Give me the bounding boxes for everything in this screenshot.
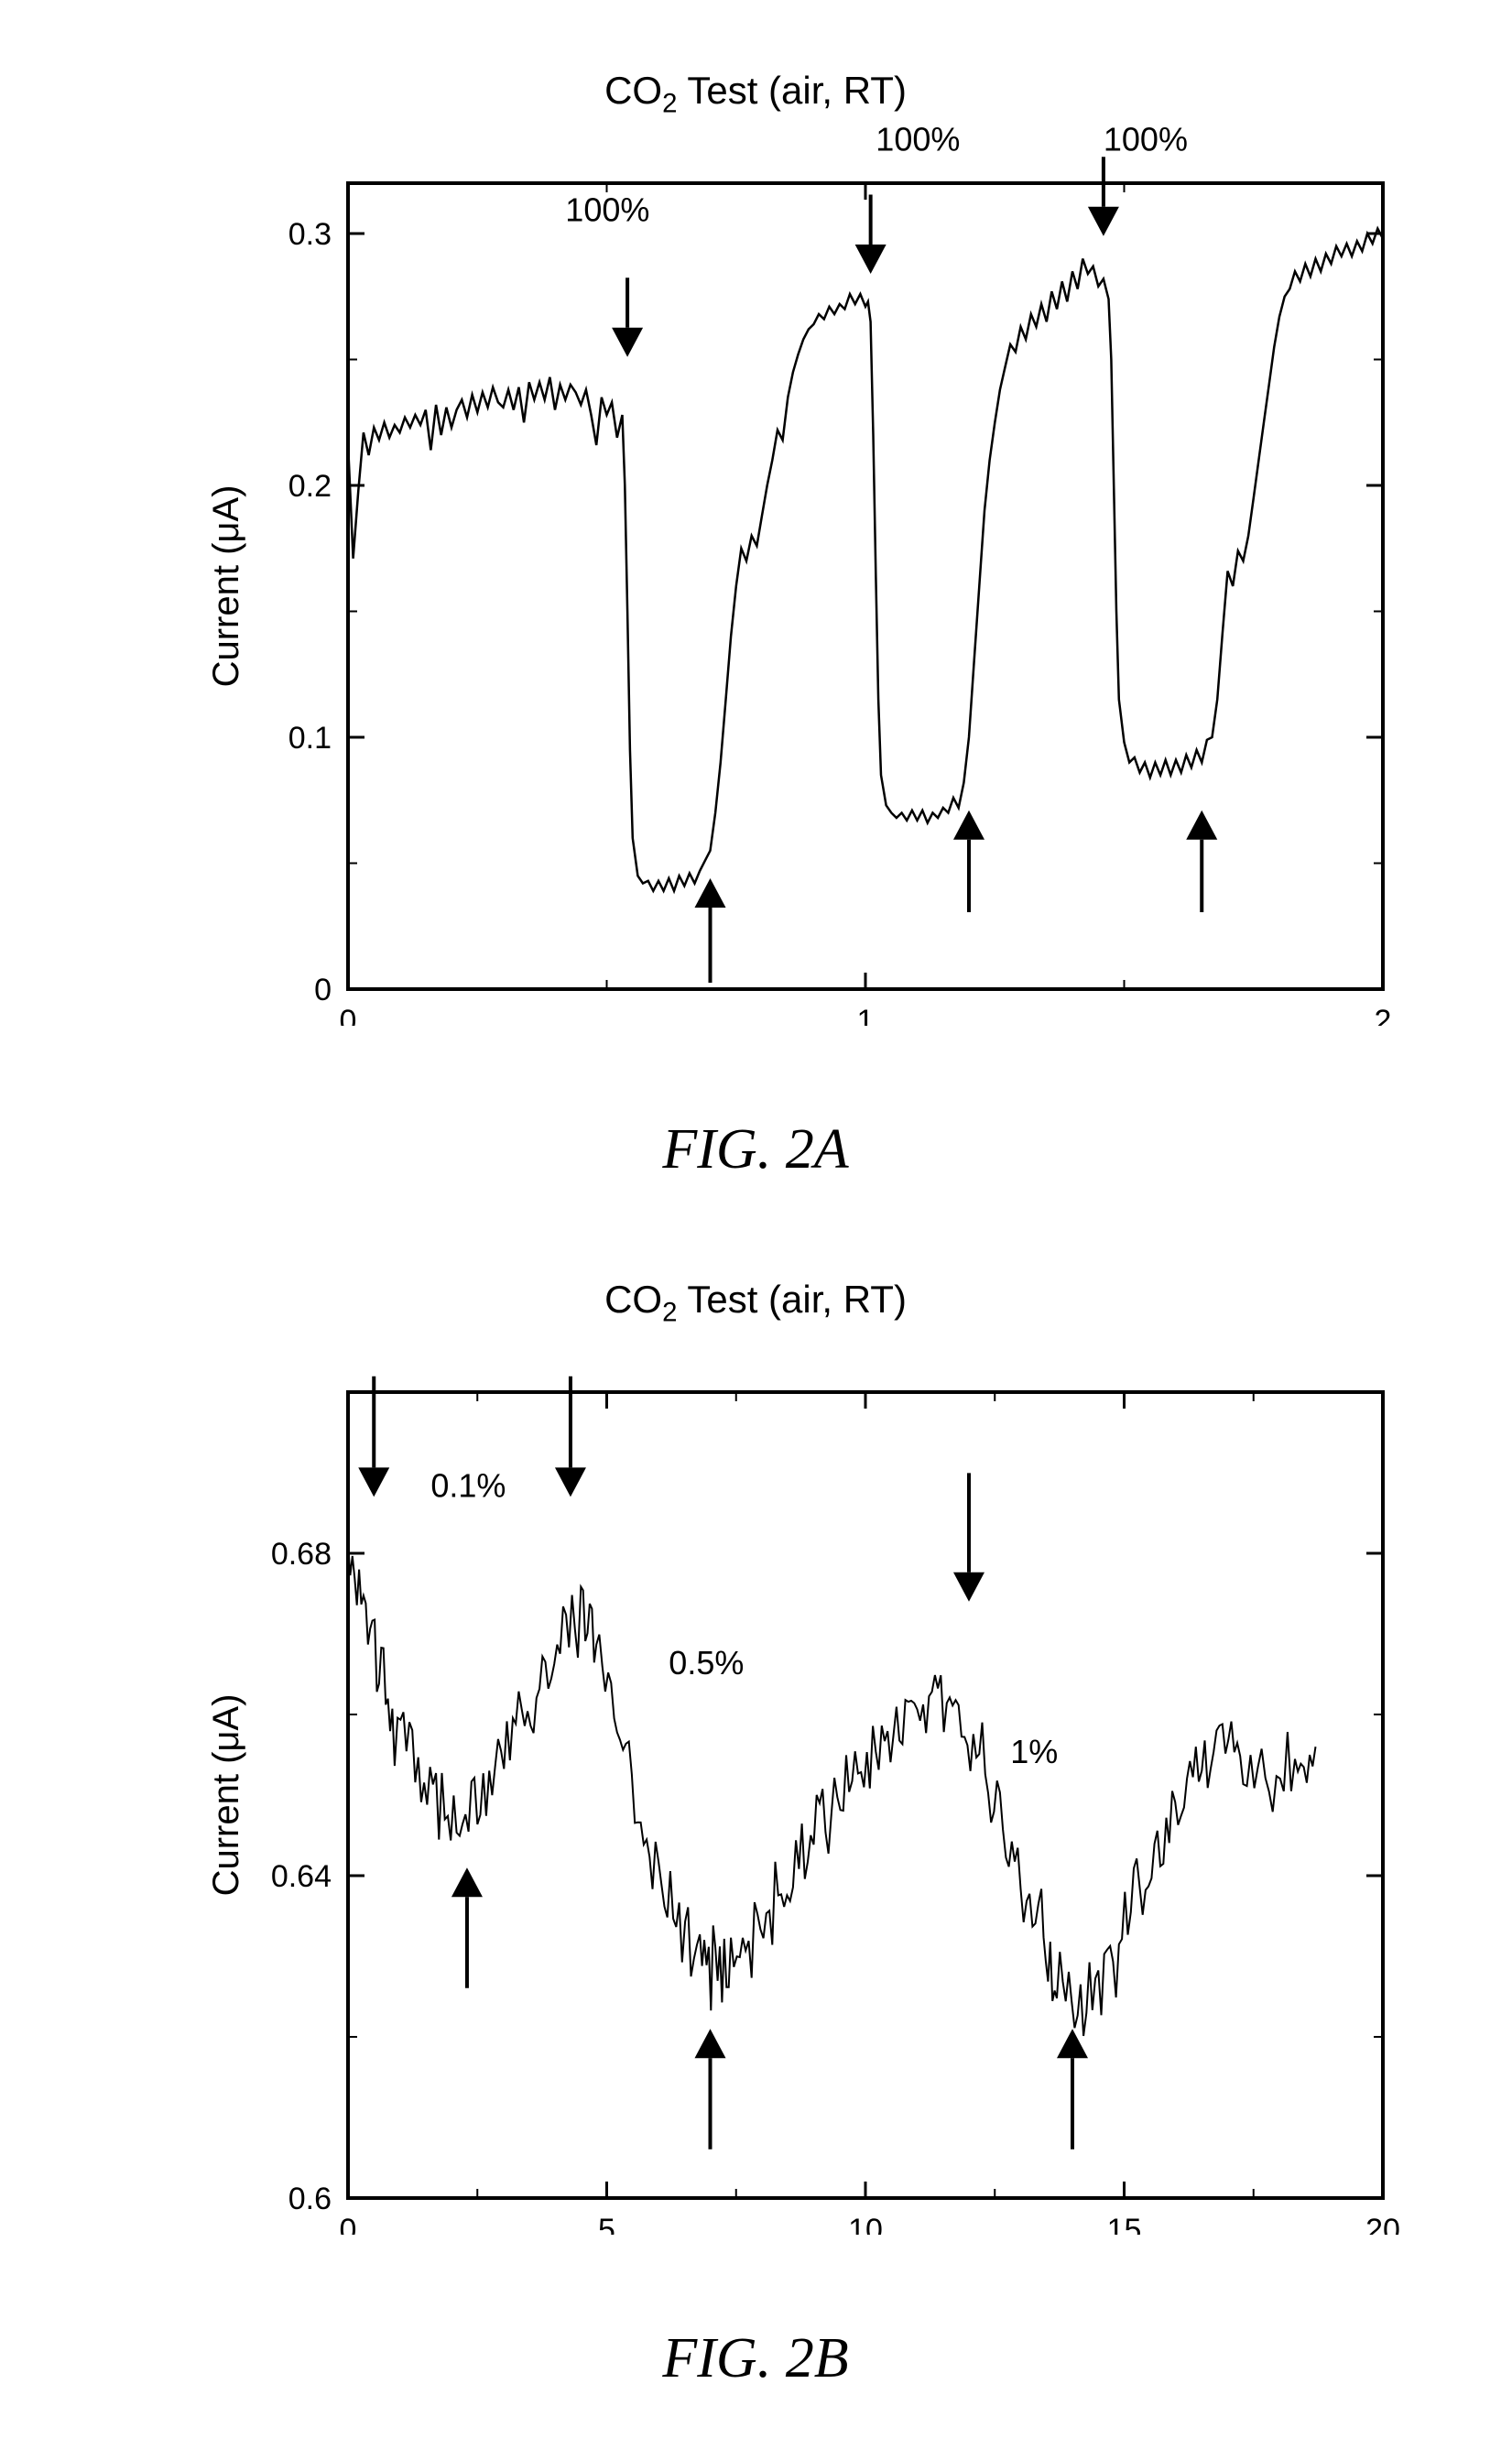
panel-b-chart: 051015200.60.640.68Time (min)Current (μA… xyxy=(110,1264,1401,2235)
svg-text:15: 15 xyxy=(1107,2213,1142,2235)
svg-text:100%: 100% xyxy=(565,190,649,228)
svg-text:100%: 100% xyxy=(876,120,960,158)
panel-b-caption: FIG. 2B xyxy=(110,2326,1401,2391)
svg-text:Current (μA): Current (μA) xyxy=(206,485,246,688)
svg-text:0: 0 xyxy=(340,1004,357,1026)
svg-text:0.68: 0.68 xyxy=(271,1537,332,1572)
svg-text:0: 0 xyxy=(340,2213,357,2235)
svg-text:1: 1 xyxy=(857,1004,875,1026)
svg-text:1%: 1% xyxy=(1010,1733,1058,1770)
svg-text:100%: 100% xyxy=(1104,120,1188,158)
svg-text:10: 10 xyxy=(848,2213,883,2235)
svg-text:0: 0 xyxy=(314,973,332,1007)
panel-a-caption: FIG. 2A xyxy=(110,1117,1401,1182)
svg-text:0.64: 0.64 xyxy=(271,1859,332,1894)
panel-a: CO2 Test (air, RT) 01200.10.20.3Time (mi… xyxy=(110,37,1401,1209)
panel-b: CO2 Test (air, RT) 051015200.60.640.68Ti… xyxy=(110,1246,1401,2418)
svg-text:0.5%: 0.5% xyxy=(669,1644,744,1682)
svg-text:5: 5 xyxy=(598,2213,615,2235)
svg-text:0.2: 0.2 xyxy=(288,469,332,504)
svg-text:0.3: 0.3 xyxy=(288,217,332,252)
svg-text:2: 2 xyxy=(1375,1004,1392,1026)
panel-a-chart: 01200.10.20.3Time (min)Current (μA)100%1… xyxy=(110,55,1401,1026)
svg-text:0.6: 0.6 xyxy=(288,2182,332,2216)
svg-text:0.1%: 0.1% xyxy=(430,1466,506,1504)
svg-text:0.1: 0.1 xyxy=(288,721,332,756)
svg-text:Current (μA): Current (μA) xyxy=(206,1694,246,1897)
svg-text:20: 20 xyxy=(1365,2213,1400,2235)
